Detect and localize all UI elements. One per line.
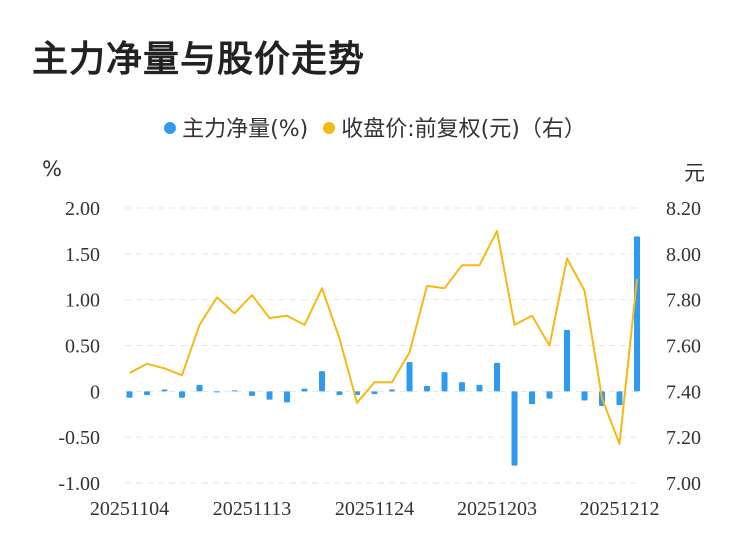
legend-label-close-price: 收盘价:前复权(元)（右） — [341, 117, 586, 142]
left-axis-tick-label: 1.50 — [65, 244, 100, 266]
left-axis-tick-label: 1.00 — [65, 290, 100, 312]
net-flow-bar — [459, 382, 465, 392]
net-flow-bar — [126, 391, 133, 398]
net-flow-bar — [511, 391, 518, 466]
legend-dot-close-price — [323, 122, 336, 134]
net-flow-bar — [564, 329, 570, 392]
net-flow-bar — [634, 236, 640, 392]
close-price-line — [129, 229, 638, 445]
net-flow-bar — [424, 385, 430, 392]
left-axis-unit: % — [42, 157, 62, 181]
net-flow-bar — [546, 391, 553, 399]
net-flow-bar — [336, 391, 343, 395]
legend-item-net-flow[interactable]: 主力净量(%) — [164, 111, 308, 143]
left-axis-tick-label: -1.00 — [58, 473, 100, 495]
left-axis-tick-label: 0 — [90, 381, 100, 403]
net-flow-bar — [406, 362, 413, 392]
net-flow-bar — [161, 389, 168, 392]
legend-dot-net-flow — [164, 122, 177, 134]
net-flow-bar — [179, 391, 185, 398]
net-flow-bar — [196, 384, 203, 392]
net-flow-bar — [319, 371, 325, 392]
right-axis-tick-label: 7.20 — [666, 427, 701, 449]
right-axis-unit: 元 — [684, 161, 705, 185]
legend-label-net-flow: 主力净量(%) — [182, 117, 309, 142]
net-flow-bar — [529, 391, 535, 405]
x-axis-tick-label: 20251124 — [335, 498, 414, 520]
x-axis-tick-label: 20251104 — [90, 498, 169, 520]
net-flow-bar — [441, 372, 448, 392]
right-axis-tick-label: 7.00 — [666, 473, 701, 495]
net-flow-bar — [389, 389, 395, 392]
x-axis-tick-label: 20251203 — [457, 498, 537, 520]
net-flow-bar — [144, 391, 150, 395]
net-flow-bar — [284, 391, 290, 403]
left-axis-tick-label: -0.50 — [58, 427, 100, 449]
legend-item-close-price[interactable]: 收盘价:前复权(元)（右） — [323, 111, 586, 143]
net-flow-bar — [266, 391, 273, 400]
net-flow-bar — [494, 362, 500, 392]
net-flow-bar — [616, 391, 623, 406]
right-axis-tick-label: 7.80 — [666, 290, 701, 312]
net-flow-bar — [581, 391, 588, 401]
legend: 主力净量(%) 收盘价:前复权(元)（右） — [0, 111, 750, 143]
left-axis-tick-label: 0.50 — [65, 336, 100, 358]
right-axis-tick-label: 7.40 — [666, 381, 701, 403]
net-flow-bar — [231, 390, 238, 392]
x-axis-tick-label: 20251212 — [580, 498, 660, 520]
net-flow-bar — [301, 388, 308, 392]
right-axis-tick-label: 8.00 — [666, 244, 701, 266]
right-axis-tick-label: 7.60 — [666, 336, 701, 358]
x-axis-tick-label: 20251113 — [213, 498, 292, 520]
net-flow-bar — [249, 391, 255, 396]
chart-title: 主力净量与股价走势 — [32, 39, 366, 80]
left-axis-tick-label: 2.00 — [65, 198, 100, 220]
net-flow-bar — [476, 384, 483, 392]
right-axis-tick-label: 8.20 — [666, 198, 701, 220]
net-flow-bar — [214, 391, 220, 393]
net-flow-bar — [371, 391, 378, 395]
